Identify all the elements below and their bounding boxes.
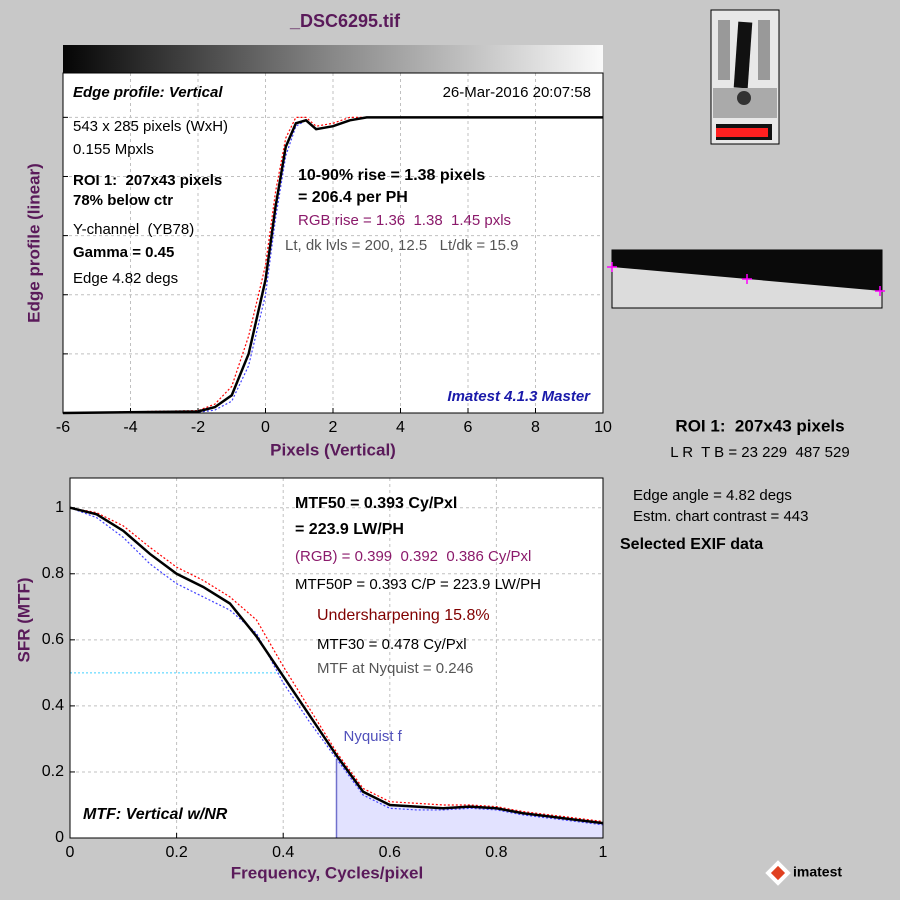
rise: = 206.4 per PH — [298, 189, 408, 206]
roi: ROI 1: 207x43 pixels — [675, 416, 844, 435]
nyquist-label: Nyquist f — [344, 728, 403, 745]
x-tick-label: 0.2 — [165, 844, 187, 861]
x-tick-label: -2 — [191, 419, 205, 436]
series-line — [62, 116, 603, 414]
timestamp: 26-Mar-2016 20:07:58 — [443, 84, 591, 101]
nyquist-area — [336, 755, 603, 838]
annotation: Undersharpening 15.8% — [317, 607, 490, 624]
y-axis-label: Edge profile (linear) — [24, 163, 43, 323]
plot-title: Edge profile: Vertical — [73, 84, 223, 101]
x-tick-label: 10 — [594, 419, 612, 436]
chart-contrast: Estm. chart contrast = 443 — [633, 508, 809, 525]
logo: imatest — [793, 864, 842, 880]
info: 78% below ctr — [73, 192, 173, 209]
series-line — [62, 116, 603, 415]
y-axis-label: SFR (MTF) — [14, 578, 33, 663]
x-tick-label: 0.6 — [379, 844, 401, 861]
annotation: MTF30 = 0.478 Cy/Pxl — [317, 636, 467, 653]
x-tick-label: 4 — [396, 419, 405, 436]
version: Imatest 4.1.3 Master — [447, 388, 591, 405]
y-tick-label: 0 — [55, 829, 64, 846]
series-line — [69, 506, 604, 825]
rgb-rise: RGB rise = 1.36 1.38 1.45 pxls — [298, 212, 511, 229]
x-axis-label: Frequency, Cycles/pixel — [231, 863, 423, 882]
annotation: MTF50 = 0.393 Cy/Pxl — [295, 495, 457, 512]
edge-angle: Edge angle = 4.82 degs — [633, 487, 792, 504]
roi-bounds: L R T B = 23 229 487 529 — [670, 444, 849, 461]
exif-heading: Selected EXIF data — [620, 536, 763, 553]
y-tick-label: 1 — [55, 499, 64, 516]
x-tick-label: 0.4 — [272, 844, 294, 861]
edge-crop — [607, 249, 885, 309]
mtf-plot: 0 0.2 0.4 0.6 0.8 1 0 0.2 0.4 0.6 0.8 1 Nyquist f — [42, 477, 608, 861]
x-tick-label: 0 — [66, 844, 75, 861]
levels: Lt, dk lvls = 200, 12.5 Lt/dk = 15.9 — [285, 237, 518, 254]
info: Y-channel (YB78) — [73, 221, 194, 238]
edge-strip — [63, 45, 603, 73]
info: 543 x 285 pixels (WxH) — [73, 118, 228, 135]
annotation: (RGB) = 0.399 0.392 0.386 Cy/Pxl — [295, 548, 531, 565]
file-title: _DSC6295.tif — [289, 11, 401, 31]
annotation: = 223.9 LW/PH — [295, 521, 404, 538]
plot-title: MTF: Vertical w/NR — [83, 806, 228, 823]
info: Edge 4.82 degs — [73, 270, 178, 287]
edge-plot: -6 -4 -2 0 2 4 6 8 10 — [56, 72, 612, 436]
x-tick-label: 0 — [261, 419, 270, 436]
annotation: MTF50P = 0.393 C/P = 223.9 LW/PH — [295, 576, 541, 593]
x-tick-label: -4 — [123, 419, 137, 436]
y-tick-label: 0.6 — [42, 631, 64, 648]
chart-thumbnail — [710, 9, 780, 145]
info: ROI 1: 207x43 pixels — [73, 172, 222, 189]
x-tick-label: 2 — [329, 419, 338, 436]
y-tick-label: 0.8 — [42, 565, 64, 582]
x-tick-label: 8 — [531, 419, 540, 436]
plot-frame — [62, 72, 604, 414]
plot-frame — [69, 477, 604, 839]
annotation: MTF at Nyquist = 0.246 — [317, 660, 473, 677]
x-tick-label: 0.8 — [485, 844, 507, 861]
series-line — [69, 507, 604, 826]
y-tick-label: 0.2 — [42, 763, 64, 780]
logo-icon — [765, 860, 791, 886]
x-tick-label: 6 — [464, 419, 473, 436]
x-tick-label: -6 — [56, 419, 70, 436]
y-tick-label: 0.4 — [42, 697, 64, 714]
info: 0.155 Mpxls — [73, 141, 154, 158]
rise: 10-90% rise = 1.38 pixels — [298, 167, 485, 184]
info: Gamma = 0.45 — [73, 244, 174, 261]
x-tick-label: 1 — [599, 844, 608, 861]
x-axis-label: Pixels (Vertical) — [270, 440, 396, 459]
